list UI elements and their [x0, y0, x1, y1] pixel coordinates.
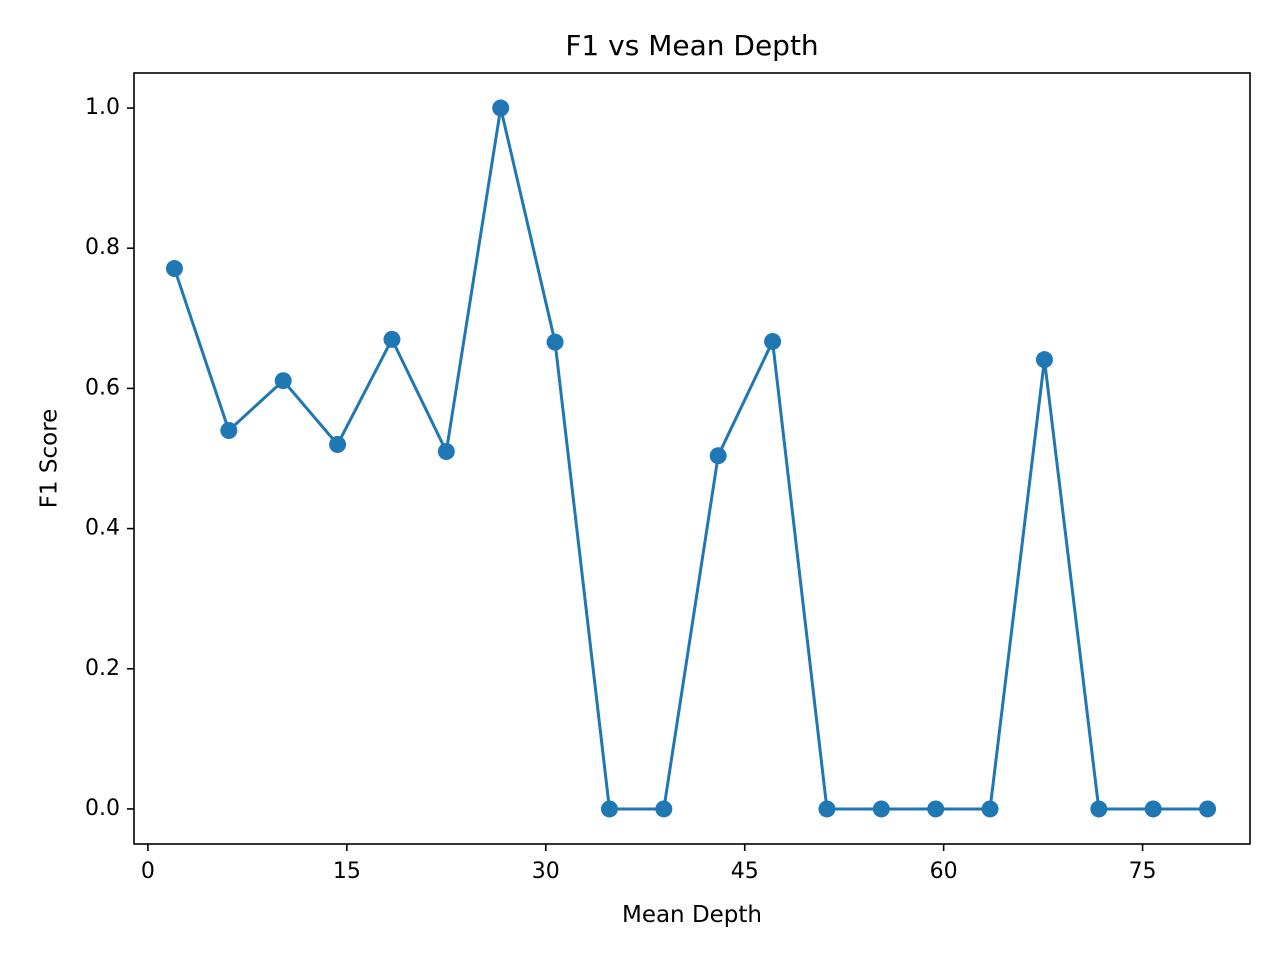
y-tick-label: 0.2	[85, 656, 120, 681]
data-point	[274, 372, 292, 390]
x-tick-label: 45	[731, 859, 759, 884]
x-tick-label: 60	[930, 859, 958, 884]
data-point	[165, 260, 183, 278]
data-point	[546, 333, 564, 351]
data-point	[1144, 800, 1162, 818]
plot-area	[165, 99, 1217, 818]
data-point	[764, 332, 782, 350]
data-point	[383, 330, 401, 348]
x-tick-label: 0	[141, 859, 155, 884]
data-point	[437, 442, 455, 460]
data-point	[329, 435, 347, 453]
data-point	[872, 800, 890, 818]
x-axis: 0 15 30 45 60 75	[141, 844, 1157, 884]
y-axis-label: F1 Score	[37, 409, 63, 509]
y-tick-label: 1.0	[85, 95, 120, 120]
data-point	[600, 800, 618, 818]
y-tick-label: 0.4	[85, 516, 120, 541]
chart-title: F1 vs Mean Depth	[565, 29, 818, 62]
plot-frame	[133, 72, 1251, 845]
y-axis: 0.0 0.2 0.4 0.6 0.8 1.0	[85, 95, 134, 821]
x-tick-label: 30	[532, 859, 560, 884]
x-axis-label: Mean Depth	[622, 902, 762, 928]
data-point	[1035, 351, 1053, 369]
data-point	[1090, 800, 1108, 818]
data-point	[927, 800, 945, 818]
data-point	[818, 800, 836, 818]
y-tick-label: 0.0	[85, 796, 120, 821]
data-point	[492, 99, 510, 117]
series-line-0	[172, 106, 1210, 811]
y-tick-label: 0.8	[85, 235, 120, 260]
data-point	[981, 800, 999, 818]
x-tick-label: 75	[1129, 859, 1157, 884]
y-tick-label: 0.6	[85, 375, 120, 400]
data-point	[655, 800, 673, 818]
x-tick-label: 15	[333, 859, 361, 884]
data-point	[709, 447, 727, 465]
data-point	[220, 421, 238, 439]
data-point	[1199, 800, 1217, 818]
